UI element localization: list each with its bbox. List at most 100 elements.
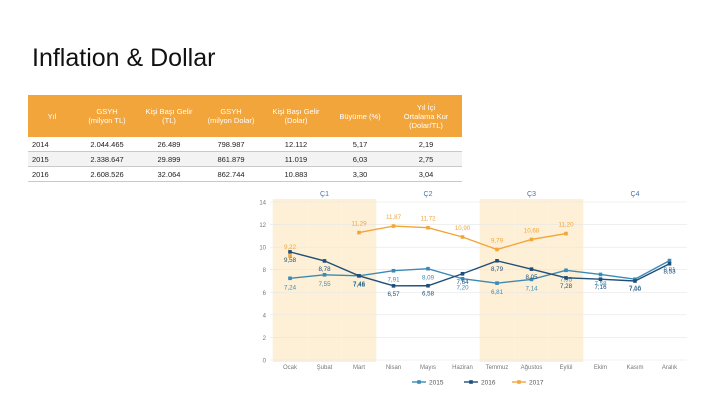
data-point [460, 235, 465, 239]
data-label: 7,58 [594, 280, 607, 287]
quarter-label: Ç2 [424, 191, 433, 198]
data-label: 11,87 [386, 214, 402, 221]
x-tick-label: Aralık [662, 365, 678, 371]
table-cell: 32.064 [157, 169, 181, 179]
series-line [289, 251, 670, 287]
data-point [667, 261, 672, 266]
data-label: 9,79 [491, 238, 504, 245]
legend-label: 2016 [481, 380, 496, 387]
data-point [391, 268, 396, 273]
y-tick-label: 6 [263, 291, 267, 297]
y-tick-label: 10 [259, 246, 266, 252]
x-tick-label: Ağustos [521, 365, 543, 371]
data-point [357, 230, 361, 235]
data-point [495, 281, 499, 285]
legend-label: 2015 [429, 380, 444, 387]
data-label: 7,14 [525, 285, 538, 292]
legend-marker [517, 380, 521, 384]
data-label: 7,46 [353, 281, 366, 288]
data-label: 7,91 [387, 277, 400, 284]
data-label: 7,16 [629, 285, 642, 292]
page-title: Inflation & Dollar [32, 44, 216, 72]
table-row: 2015 2.338.647 29.899 861.879 11.019 6,0… [28, 152, 462, 167]
data-label: 7,95 [560, 276, 573, 283]
x-tick-label: Mart [353, 365, 365, 371]
y-tick-label: 0 [263, 359, 267, 365]
y-tick-label: 14 [259, 201, 266, 207]
data-point [460, 271, 465, 276]
data-label: 8,53 [663, 269, 676, 276]
data-label: 11,29 [351, 221, 367, 228]
data-point [564, 276, 568, 280]
quarter-shade-band [272, 199, 308, 362]
x-tick-label: Şubat [317, 365, 333, 371]
x-tick-label: Haziran [452, 365, 473, 371]
column-header: Kişi Başı Gelir (TL) [145, 107, 193, 125]
table-cell: 2.608.526 [90, 169, 124, 179]
y-tick-label: 8 [263, 268, 267, 274]
data-label: 9,58 [284, 257, 297, 264]
column-header: GSYH (milyon Dolar) [207, 107, 255, 125]
data-label: 6,58 [422, 291, 435, 298]
quarter-shade-band [548, 199, 584, 362]
table-row: 2014 2.044.465 26.489 798.987 12.112 5,1… [28, 137, 462, 152]
quarter-shade-band [307, 199, 342, 362]
data-point [322, 259, 327, 263]
data-label: 10,90 [455, 225, 471, 232]
data-label: 8,79 [491, 266, 504, 273]
data-label: 10,68 [524, 227, 540, 234]
data-point [426, 266, 430, 271]
data-point [391, 284, 396, 288]
table-cell: 798.987 [217, 139, 245, 149]
table-cell: 29.899 [157, 154, 181, 164]
data-label: 7,16 [594, 284, 607, 291]
data-label: 7,24 [284, 284, 297, 291]
table-cell: 6,03 [352, 154, 368, 164]
quarter-label: Ç3 [527, 191, 536, 198]
data-point [391, 224, 396, 228]
table-cell: 2015 [32, 154, 49, 164]
data-label: 11,72 [420, 216, 436, 223]
table-cell: 10.883 [284, 169, 308, 179]
table-cell: 11.019 [284, 154, 308, 164]
data-point [495, 258, 499, 263]
data-label: 9,22 [284, 244, 297, 251]
data-label: 6,57 [387, 291, 400, 298]
data-label: 7,64 [456, 279, 469, 286]
data-label: 7,46 [353, 282, 366, 289]
column-header: Büyüme (%) [339, 111, 381, 121]
data-label: 7,20 [456, 285, 469, 292]
y-tick-label: 4 [263, 313, 267, 319]
table-cell: 26.489 [157, 139, 181, 149]
table-cell: 862.744 [217, 169, 245, 179]
data-label: 11,20 [558, 222, 574, 229]
data-label: 8,09 [422, 275, 435, 282]
table-cell: 12.112 [284, 139, 308, 149]
column-header: GSYH (milyon TL) [88, 107, 126, 125]
data-point [288, 250, 292, 254]
x-tick-label: Kasım [626, 365, 643, 371]
series-line [289, 259, 670, 284]
table-cell: 2016 [32, 169, 49, 179]
legend-label: 2017 [529, 380, 544, 387]
data-point [598, 272, 603, 277]
legend-marker [417, 380, 421, 384]
data-point [426, 225, 430, 230]
data-point [667, 258, 672, 263]
y-tick-label: 2 [263, 336, 267, 342]
x-tick-label: Temmuz [486, 365, 509, 371]
table-cell: 5,17 [352, 139, 368, 149]
data-point [633, 279, 637, 283]
data-label: 8,81 [663, 267, 676, 274]
data-label: 7,28 [560, 283, 573, 290]
data-label: 8,05 [525, 274, 538, 281]
quarter-shade-band [341, 199, 377, 362]
data-point [426, 283, 430, 288]
table-cell: 2.338.647 [90, 154, 124, 164]
data-point [288, 254, 292, 258]
table-cell: 861.879 [217, 154, 245, 164]
legend-marker [469, 380, 473, 384]
column-header: Yıl İçi Ortalama Kur (Dolar/TL) [403, 102, 449, 130]
table-row: 2016 2.608.526 32.064 862.744 10.883 3,3… [28, 167, 462, 182]
